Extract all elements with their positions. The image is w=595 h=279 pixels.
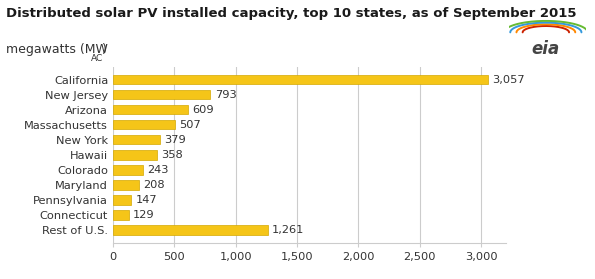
Text: 358: 358 — [161, 150, 183, 160]
Bar — [113, 135, 159, 145]
Text: Distributed solar PV installed capacity, top 10 states, as of September 2015: Distributed solar PV installed capacity,… — [6, 7, 577, 20]
Text: AC: AC — [90, 54, 103, 63]
Text: eia: eia — [532, 40, 560, 58]
Bar — [113, 150, 157, 160]
Text: 147: 147 — [136, 195, 157, 205]
Bar — [113, 210, 129, 220]
Text: 243: 243 — [147, 165, 168, 175]
Text: 208: 208 — [143, 180, 164, 190]
Text: 129: 129 — [133, 210, 155, 220]
Bar — [113, 120, 176, 129]
Text: 379: 379 — [164, 135, 186, 145]
Text: 1,261: 1,261 — [272, 225, 305, 235]
Bar — [113, 225, 268, 235]
Text: 793: 793 — [215, 90, 236, 100]
Text: megawatts (MW: megawatts (MW — [6, 43, 108, 56]
Bar — [113, 165, 143, 175]
Text: 3,057: 3,057 — [493, 74, 525, 85]
Bar — [113, 75, 488, 84]
Bar — [113, 105, 188, 114]
Bar — [113, 180, 139, 190]
Text: 507: 507 — [180, 120, 201, 130]
Bar — [113, 90, 211, 99]
Text: ): ) — [102, 43, 107, 56]
Bar — [113, 195, 131, 205]
Text: 609: 609 — [192, 105, 214, 115]
